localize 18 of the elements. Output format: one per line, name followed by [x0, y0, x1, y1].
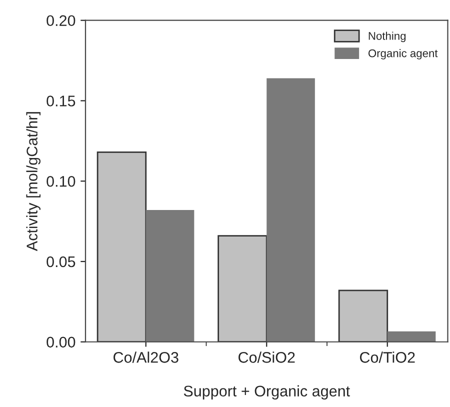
- legend-label: Organic agent: [368, 49, 438, 60]
- bar: [387, 331, 436, 342]
- y-tick-label: 0.20: [46, 15, 76, 26]
- bar: [96, 151, 147, 342]
- y-tick-label: 0.05: [46, 256, 76, 268]
- bar: [146, 210, 194, 342]
- y-tick-label: 0.10: [46, 176, 76, 187]
- bar: [338, 290, 388, 342]
- x-tick-label: Co/SiO2: [238, 352, 295, 363]
- legend-label: Nothing: [368, 32, 406, 42]
- y-tick-label: 0.00: [46, 336, 76, 348]
- x-tick-label: Co/TiO2: [360, 352, 415, 363]
- bar: [218, 235, 268, 342]
- bar: [266, 78, 315, 342]
- x-axis-title: Support + Organic agent: [184, 385, 350, 400]
- x-tick-label: Co/Al2O3: [114, 352, 178, 363]
- y-tick-label: 0.15: [46, 96, 76, 106]
- y-axis-title: Activity [mol/gCat/hr]: [26, 112, 40, 252]
